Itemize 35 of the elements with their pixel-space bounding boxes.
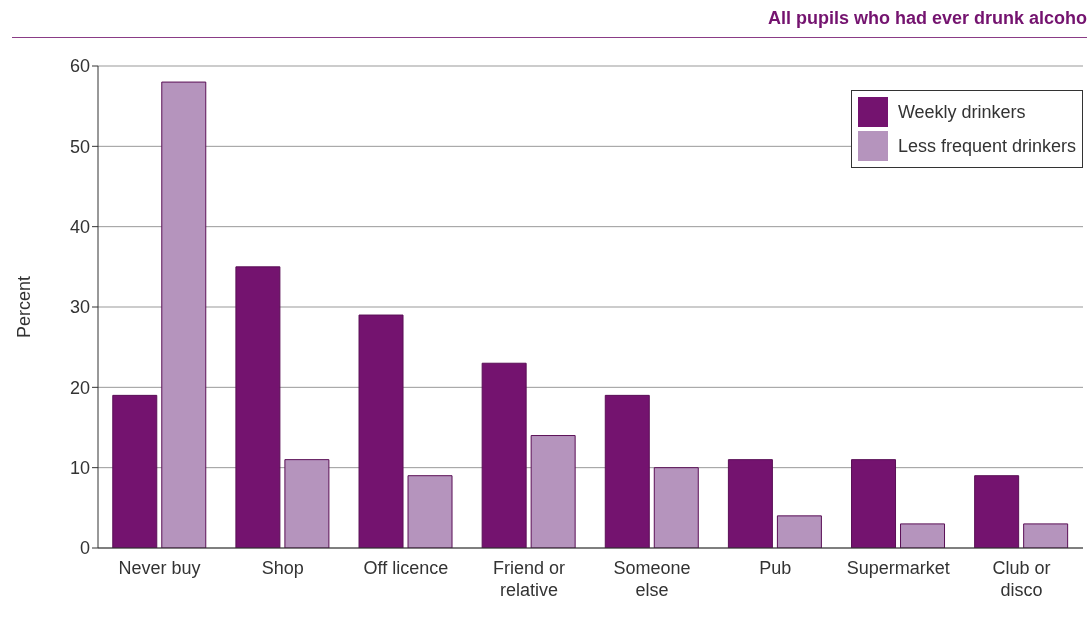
x-tick-label: Club or disco — [992, 558, 1051, 600]
y-tick-label: 10 — [69, 458, 90, 479]
y-tick-label: 60 — [69, 56, 90, 77]
bar — [284, 459, 330, 548]
bar — [900, 523, 946, 548]
y-tick-label: 20 — [69, 377, 90, 398]
bar — [112, 394, 158, 548]
legend-label: Weekly drinkers — [897, 101, 1026, 123]
bar — [604, 394, 650, 548]
bar — [481, 362, 527, 548]
y-axis-title: Percent — [14, 275, 35, 339]
bar — [727, 459, 773, 548]
x-tick-label: Supermarket — [846, 558, 950, 578]
bar — [851, 459, 897, 548]
legend-label: Less frequent drinkers — [897, 135, 1076, 157]
y-tick-label: 30 — [69, 297, 90, 318]
bar — [161, 81, 207, 548]
x-tick-label: Shop — [261, 558, 304, 578]
bar — [1023, 523, 1069, 548]
y-tick-label: 0 — [79, 538, 90, 559]
x-tick-label: Pub — [759, 558, 792, 578]
x-tick-label: Never buy — [118, 558, 201, 578]
bar — [974, 475, 1020, 548]
bar — [407, 475, 453, 548]
bar — [653, 467, 699, 548]
x-tick-label: Friend or relative — [492, 558, 565, 600]
y-tick-label: 40 — [69, 217, 90, 238]
bar — [530, 435, 576, 548]
x-tick-label: Off licence — [363, 558, 449, 578]
bar — [235, 266, 281, 548]
y-tick-label: 50 — [69, 136, 90, 157]
bar — [776, 515, 822, 548]
chart-title: All pupils who had ever drunk alcoho — [12, 8, 1087, 38]
bar — [358, 314, 404, 548]
x-tick-label: Someone else — [613, 558, 691, 600]
